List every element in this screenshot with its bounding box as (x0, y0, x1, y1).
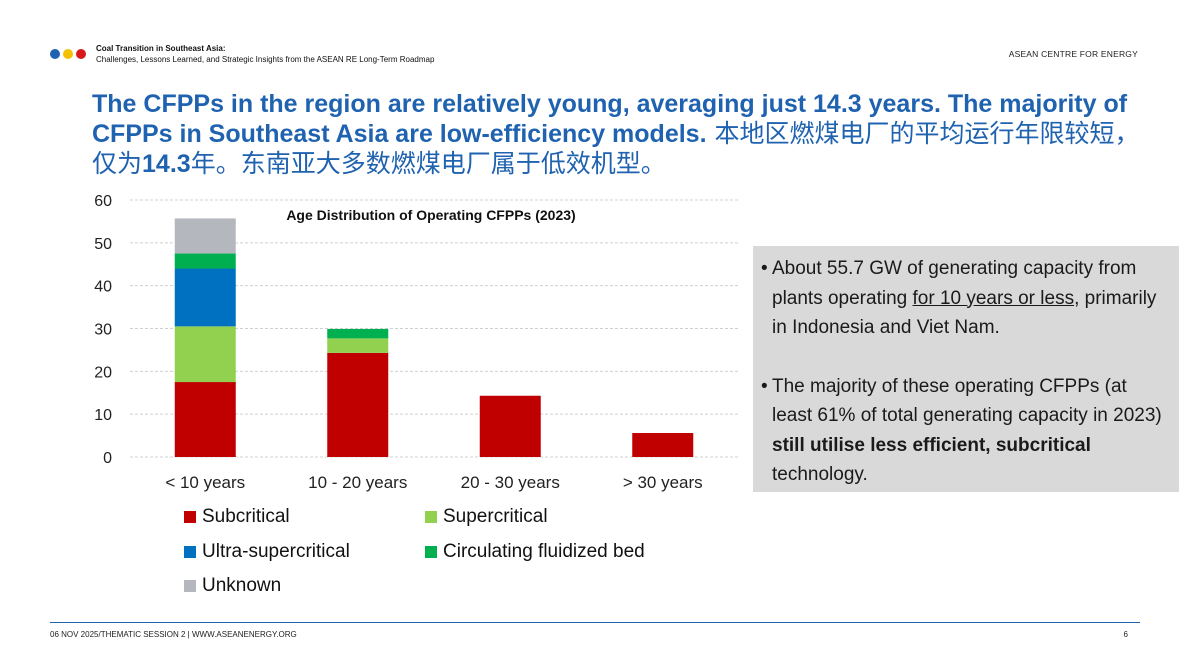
document-title: Coal Transition in Southeast Asia: (96, 44, 226, 53)
y-tick-label: 50 (94, 236, 112, 253)
legend-label: Supercritical (443, 506, 548, 527)
finding-2-text-b: technology. (772, 464, 868, 485)
finding-1-text-b: , primarily in Indonesia and Viet Nam. (772, 287, 1157, 339)
legend-label: Unknown (202, 575, 282, 596)
finding-2-text: The majority of these operating CFPPs (a… (772, 372, 1167, 490)
bar-segment (327, 338, 389, 353)
bar-segment (174, 382, 236, 457)
organization-name: ASEAN CENTRE FOR ENERGY (1008, 49, 1138, 59)
slide-title-chinese: 本地区燃煤电厂的平均运行年限较短，仅为14.3年。东南亚大多数燃煤电厂属于低效机… (92, 119, 1139, 178)
bar-segment (479, 395, 541, 457)
y-axis-ticks: 0 10 20 30 40 50 60 (94, 193, 112, 467)
bullet-icon: • (761, 258, 768, 279)
yellow-dot (63, 49, 73, 59)
x-tick-label: < 10 years (165, 473, 245, 492)
footer-info: 06 NOV 2025/THEMATIC SESSION 2 | WWW.ASE… (50, 630, 297, 639)
legend-item: Supercritical (425, 506, 548, 528)
document-header: Coal Transition in Southeast Asia: Chall… (96, 43, 434, 65)
finding-1-text-a: About 55.7 GW of generating capacity fro… (772, 258, 1137, 309)
finding-2: • The majority of these operating CFPPs … (761, 372, 1167, 490)
chart-title: Age Distribution of Operating CFPPs (202… (286, 207, 575, 223)
red-dot (76, 49, 86, 59)
x-tick-label: 10 - 20 years (308, 473, 407, 492)
legend-label: Circulating fluidized bed (443, 541, 645, 562)
bar-segment (632, 433, 694, 457)
bar-segment (174, 268, 236, 327)
x-axis-labels: < 10 years 10 - 20 years 20 - 30 years > 30… (165, 473, 702, 492)
finding-2-bold: still utilise less efficient, subcritica… (772, 434, 1091, 456)
bar-segment (174, 218, 236, 254)
legend-item: Circulating fluidized bed (425, 541, 645, 563)
legend-swatch (184, 580, 196, 592)
bar-segment (174, 326, 236, 383)
slide-title-chinese-part-2: 年。东南亚大多数燃煤电厂属于低效机型。 (190, 149, 666, 178)
legend-swatch (425, 511, 437, 523)
legend-swatch (184, 546, 196, 558)
bullet-icon: • (761, 375, 768, 397)
y-tick-label: 0 (103, 450, 112, 467)
page-number: 6 (1123, 630, 1128, 639)
y-tick-label: 40 (94, 279, 112, 296)
slide-title-chinese-number: 14.3 (142, 150, 191, 178)
key-findings-box: • About 55.7 GW of generating capacity f… (753, 246, 1179, 492)
bar-segment (327, 352, 389, 457)
finding-1-underlined: for 10 years or less (912, 287, 1075, 309)
chart-bars (174, 218, 694, 457)
y-tick-label: 20 (94, 364, 112, 381)
y-tick-label: 10 (94, 407, 112, 424)
bar-segment (174, 253, 236, 269)
slide-title-chinese-part-1: 本地区燃煤电厂的平均运行年限较短，仅为 (92, 119, 1140, 178)
bar-segment (327, 328, 389, 339)
footer-divider (50, 622, 1140, 623)
legend-swatch (425, 546, 437, 558)
brand-dots (50, 49, 86, 59)
y-tick-label: 60 (94, 193, 112, 210)
slide-title-english: The CFPPs in the region are relatively y… (92, 90, 1128, 148)
legend-item: Unknown (184, 575, 281, 597)
x-tick-label: 20 - 30 years (461, 473, 560, 492)
document-subtitle: Challenges, Lessons Learned, and Strateg… (96, 55, 435, 64)
finding-2-text-a: The majority of these operating CFPPs (a… (772, 375, 1162, 427)
y-tick-label: 30 (94, 322, 112, 339)
finding-1: • About 55.7 GW of generating capacity f… (761, 254, 1167, 343)
finding-1-text: About 55.7 GW of generating capacity fro… (772, 254, 1167, 343)
legend-item: Ultra-supercritical (184, 541, 350, 563)
x-tick-label: > 30 years (623, 473, 703, 492)
blue-dot (50, 49, 60, 59)
legend-item: Subcritical (184, 506, 290, 528)
legend-swatch (184, 511, 196, 523)
slide-title: The CFPPs in the region are relatively y… (92, 89, 1152, 179)
age-distribution-chart: 0 10 20 30 40 50 60 < 10 years 10 - 20 years 20 … (94, 193, 740, 492)
legend-label: Ultra-supercritical (202, 541, 350, 562)
legend-label: Subcritical (202, 506, 290, 527)
